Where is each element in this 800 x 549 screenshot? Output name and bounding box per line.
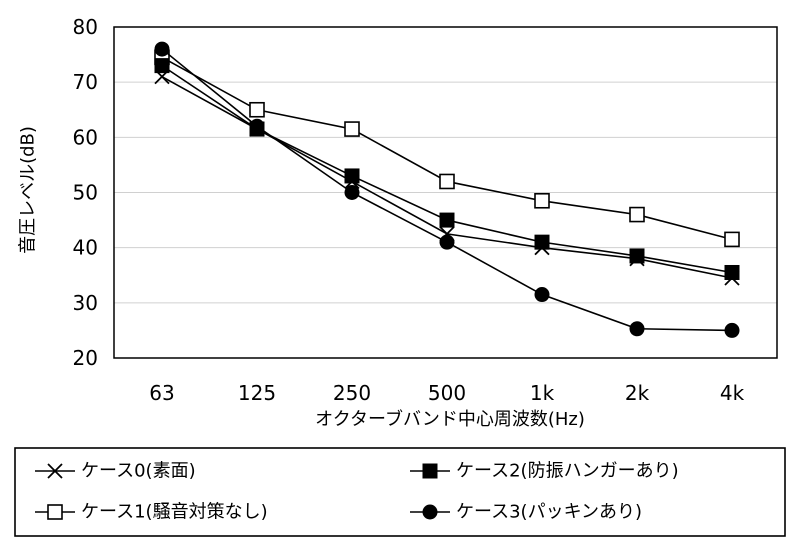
y-tick-label: 40 <box>73 236 98 260</box>
legend-label: ケース1(騒音対策なし) <box>81 502 268 523</box>
x-tick-label: 63 <box>149 381 174 405</box>
grid-lines <box>114 81 777 304</box>
legend-0-x-marker <box>47 463 63 479</box>
y-tick-label: 30 <box>73 291 98 315</box>
series-3-filled-circle-marker <box>154 41 170 57</box>
y-axis-ticks: 20 30 40 50 60 70 80 <box>73 15 98 370</box>
x-tick-label: 250 <box>333 381 371 405</box>
series-3-filled-circle-marker <box>249 118 265 134</box>
y-tick-label: 60 <box>73 125 98 149</box>
legend-3-filled-circle-marker <box>422 504 438 520</box>
series-1-open-square-marker <box>344 121 360 137</box>
series-2-filled-square-marker <box>439 212 455 228</box>
series-2-filled-square-marker <box>534 234 550 250</box>
x-axis-ticks: 63 125 250 500 1k 2k 4k <box>149 381 744 405</box>
series-1-open-square-marker <box>534 192 550 209</box>
series-3 <box>154 41 740 338</box>
series-1-open-square-marker <box>439 173 455 190</box>
series-2-filled-square-marker <box>724 264 740 280</box>
x-tick-label: 1k <box>530 381 555 405</box>
legend-item-1: ケース1(騒音対策なし) <box>35 502 268 523</box>
legend-box <box>14 447 786 537</box>
x-tick-label: 500 <box>428 381 466 405</box>
series-3-filled-circle-marker <box>534 287 550 303</box>
series-group <box>154 41 740 338</box>
legend-label: ケース2(防振ハンガーあり) <box>456 461 679 482</box>
legend-label: ケース0(素面) <box>81 461 196 482</box>
legend-item-0: ケース0(素面) <box>35 461 196 482</box>
y-tick-label: 20 <box>73 346 98 370</box>
x-tick-label: 2k <box>625 381 650 405</box>
series-3-filled-circle-marker <box>344 185 360 200</box>
x-tick-label: 4k <box>720 381 745 405</box>
series-2-filled-square-marker <box>154 58 170 74</box>
legend-2-filled-square-marker <box>422 463 438 479</box>
series-1-line <box>161 56 733 241</box>
x-axis-title: オクターブバンド中心周波数(Hz) <box>315 408 585 430</box>
legend-label: ケース3(パッキンあり) <box>456 502 642 523</box>
series-3-line <box>161 48 733 332</box>
series-1-open-square-marker <box>724 231 740 248</box>
plot-area-frame <box>113 26 778 359</box>
legend-item-3: ケース3(パッキンあり) <box>410 502 642 523</box>
series-3-filled-circle-marker <box>629 321 645 337</box>
y-tick-label: 50 <box>73 181 98 205</box>
y-tick-label: 70 <box>73 70 98 94</box>
series-3-filled-circle-marker <box>439 234 455 250</box>
x-tick-label: 125 <box>238 381 276 405</box>
series-1-open-square-marker <box>249 101 265 118</box>
y-axis-title: 音圧レベル(dB) <box>18 126 39 254</box>
series-3-filled-circle-marker <box>724 322 740 338</box>
series-1-open-square-marker <box>629 206 645 223</box>
series-2-filled-square-marker <box>629 248 645 264</box>
legend: ケース0(素面) ケース1(騒音対策なし) ケース2(防振ハンガーあり) ケース3(パ… <box>14 447 786 537</box>
legend-item-2: ケース2(防振ハンガーあり) <box>410 461 679 482</box>
series-2-filled-square-marker <box>344 168 360 184</box>
y-tick-label: 80 <box>73 15 98 39</box>
legend-1-open-square-marker <box>47 504 63 520</box>
